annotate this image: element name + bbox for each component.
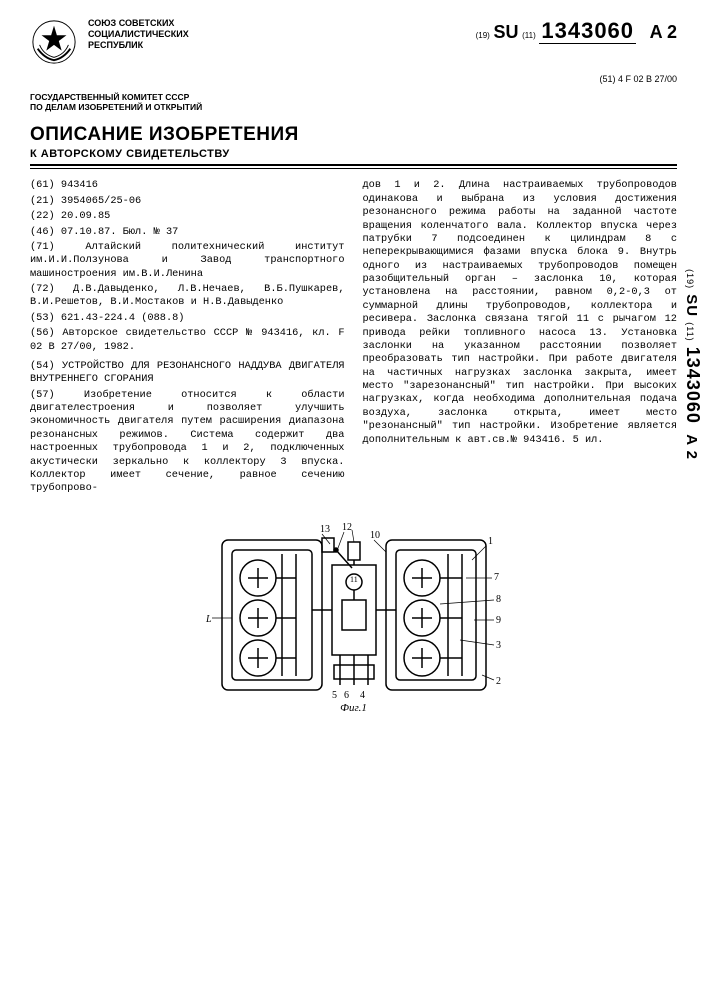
fig-label-3: 3 [496, 640, 501, 651]
fig-label-2: 2 [496, 676, 501, 687]
field-54: (54) УСТРОЙСТВО ДЛЯ РЕЗОНАНСНОГО НАДДУВА… [30, 360, 345, 387]
field-72: (72) Д.В.Давыденко, Л.В.Нечаев, В.Б.Пушк… [30, 283, 345, 310]
fig-label-L: L [205, 614, 212, 625]
union-line: СОЮЗ СОВЕТСКИХ [88, 18, 228, 29]
field-56: (56) Авторское свидетельство СССР № 9434… [30, 327, 345, 354]
subtitle: К АВТОРСКОМУ СВИДЕТЕЛЬСТВУ [30, 148, 677, 160]
fig-label-12: 12 [342, 522, 352, 533]
committee-line: ПО ДЕЛАМ ИЗОБРЕТЕНИЙ И ОТКРЫТИЙ [30, 102, 677, 112]
fig-label-13: 13 [320, 524, 330, 535]
union-text: СОЮЗ СОВЕТСКИХ СОЦИАЛИСТИЧЕСКИХ РЕСПУБЛИ… [88, 18, 228, 50]
rule-thin [30, 168, 677, 169]
fig-label-1: 1 [488, 536, 493, 547]
field-46: (46) 07.10.87. Бюл. № 37 [30, 226, 345, 239]
committee: ГОСУДАРСТВЕННЫЙ КОМИТЕТ СССР ПО ДЕЛАМ ИЗ… [30, 92, 677, 112]
body-columns: (61) 943416 (21) 3954065/25-06 (22) 20.0… [30, 179, 677, 497]
field-61: (61) 943416 [30, 179, 345, 192]
fig-label-4: 4 [360, 690, 365, 700]
column-left: (61) 943416 (21) 3954065/25-06 (22) 20.0… [30, 179, 345, 497]
field-71: (71) Алтайский политехнический институт … [30, 241, 345, 281]
abstract-continued: дов 1 и 2. Длина настраиваемых трубопров… [363, 179, 678, 447]
page: СОЮЗ СОВЕТСКИХ СОЦИАЛИСТИЧЕСКИХ РЕСПУБЛИ… [0, 0, 707, 724]
fig-label-10: 10 [370, 530, 380, 541]
header-row: СОЮЗ СОВЕТСКИХ СОЦИАЛИСТИЧЕСКИХ РЕСПУБЛИ… [30, 18, 677, 66]
fig-label-6: 6 [344, 690, 349, 700]
prefix-11: (11) [522, 31, 536, 40]
column-right: дов 1 и 2. Длина настраиваемых трубопров… [363, 179, 678, 497]
fig-label-7: 7 [494, 572, 499, 583]
fig-label-5: 5 [332, 690, 337, 700]
doc-suffix: A 2 [650, 22, 677, 42]
classification: (51) 4 F 02 B 27/00 [30, 74, 677, 84]
doc-number: (19) SU (11) 1343060 A 2 [476, 18, 677, 44]
union-line: СОЦИАЛИСТИЧЕСКИХ [88, 29, 228, 40]
fig-label-8: 8 [496, 594, 501, 605]
field-57: (57) Изобретение относится к области дви… [30, 389, 345, 496]
fig-label-11: 11 [350, 575, 358, 584]
country-code: SU [493, 22, 518, 42]
rule-thick [30, 164, 677, 166]
figure-1: 13 12 10 1 7 8 9 3 2 5 6 4 L 11 Фиг.1 [30, 510, 677, 714]
field-22: (22) 20.09.85 [30, 210, 345, 223]
union-line: РЕСПУБЛИК [88, 40, 228, 51]
committee-line: ГОСУДАРСТВЕННЫЙ КОМИТЕТ СССР [30, 92, 677, 102]
ussr-emblem-icon [30, 18, 78, 66]
engine-diagram-icon: 13 12 10 1 7 8 9 3 2 5 6 4 L 11 [204, 510, 504, 700]
side-doc-number: (19) SU (11) 1343060 A 2 [682, 269, 703, 460]
fig-label-9: 9 [496, 615, 501, 626]
field-53: (53) 621.43-224.4 (088.8) [30, 312, 345, 325]
field-21: (21) 3954065/25-06 [30, 195, 345, 208]
patent-number: 1343060 [539, 18, 636, 44]
prefix-19: (19) [476, 31, 490, 40]
main-title: ОПИСАНИЕ ИЗОБРЕТЕНИЯ [30, 124, 677, 146]
figure-caption: Фиг.1 [30, 702, 677, 714]
